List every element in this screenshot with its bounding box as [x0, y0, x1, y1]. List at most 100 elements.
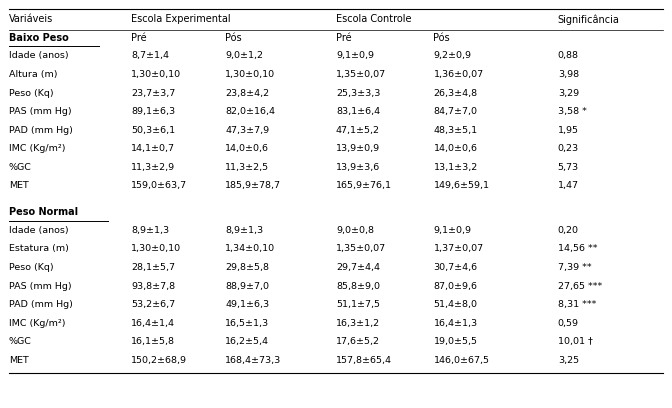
Text: 1,35±0,07: 1,35±0,07	[336, 244, 386, 253]
Text: 47,3±7,9: 47,3±7,9	[225, 126, 269, 135]
Text: 1,30±0,10: 1,30±0,10	[131, 244, 181, 253]
Text: 29,8±5,8: 29,8±5,8	[225, 263, 269, 272]
Text: IMC (Kg/m²): IMC (Kg/m²)	[9, 319, 65, 328]
Text: Idade (anos): Idade (anos)	[9, 51, 69, 60]
Text: 157,8±65,4: 157,8±65,4	[336, 356, 392, 365]
Text: 8,31 ***: 8,31 ***	[558, 300, 596, 309]
Text: 13,9±3,6: 13,9±3,6	[336, 163, 380, 172]
Text: 8,7±1,4: 8,7±1,4	[131, 51, 169, 60]
Text: 48,3±5,1: 48,3±5,1	[433, 126, 478, 135]
Text: 0,59: 0,59	[558, 319, 579, 328]
Text: Idade (anos): Idade (anos)	[9, 226, 69, 235]
Text: 9,1±0,9: 9,1±0,9	[336, 51, 374, 60]
Text: 1,34±0,10: 1,34±0,10	[225, 244, 276, 253]
Text: 14,56 **: 14,56 **	[558, 244, 597, 253]
Text: 7,39 **: 7,39 **	[558, 263, 591, 272]
Text: 16,3±1,2: 16,3±1,2	[336, 319, 380, 328]
Text: Pós: Pós	[433, 33, 450, 43]
Text: Pré: Pré	[131, 33, 146, 43]
Text: 16,1±5,8: 16,1±5,8	[131, 337, 175, 346]
Text: PAS (mm Hg): PAS (mm Hg)	[9, 107, 71, 116]
Text: 84,7±7,0: 84,7±7,0	[433, 107, 477, 116]
Text: 165,9±76,1: 165,9±76,1	[336, 181, 392, 191]
Text: 53,2±6,7: 53,2±6,7	[131, 300, 175, 309]
Text: Estatura (m): Estatura (m)	[9, 244, 69, 253]
Text: 146,0±67,5: 146,0±67,5	[433, 356, 489, 365]
Text: Peso Normal: Peso Normal	[9, 207, 78, 217]
Text: MET: MET	[9, 181, 28, 191]
Text: 9,1±0,9: 9,1±0,9	[433, 226, 472, 235]
Text: 29,7±4,4: 29,7±4,4	[336, 263, 380, 272]
Text: 1,30±0,10: 1,30±0,10	[225, 70, 276, 79]
Text: MET: MET	[9, 356, 28, 365]
Text: 149,6±59,1: 149,6±59,1	[433, 181, 489, 191]
Text: 16,5±1,3: 16,5±1,3	[225, 319, 269, 328]
Text: 13,1±3,2: 13,1±3,2	[433, 163, 478, 172]
Text: 83,1±6,4: 83,1±6,4	[336, 107, 380, 116]
Text: 26,3±4,8: 26,3±4,8	[433, 89, 478, 98]
Text: 0,20: 0,20	[558, 226, 579, 235]
Text: %GC: %GC	[9, 163, 32, 172]
Text: Pré: Pré	[336, 33, 351, 43]
Text: PAD (mm Hg): PAD (mm Hg)	[9, 300, 73, 309]
Text: Significância: Significância	[558, 14, 620, 25]
Text: 8,9±1,3: 8,9±1,3	[131, 226, 169, 235]
Text: 1,47: 1,47	[558, 181, 579, 191]
Text: %GC: %GC	[9, 337, 32, 346]
Text: 50,3±6,1: 50,3±6,1	[131, 126, 175, 135]
Text: 1,37±0,07: 1,37±0,07	[433, 244, 484, 253]
Text: 10,01 †: 10,01 †	[558, 337, 593, 346]
Text: Variáveis: Variáveis	[9, 14, 53, 24]
Text: 23,7±3,7: 23,7±3,7	[131, 89, 175, 98]
Text: 3,25: 3,25	[558, 356, 579, 365]
Text: 85,8±9,0: 85,8±9,0	[336, 282, 380, 290]
Text: 8,9±1,3: 8,9±1,3	[225, 226, 263, 235]
Text: 16,4±1,3: 16,4±1,3	[433, 319, 478, 328]
Text: 159,0±63,7: 159,0±63,7	[131, 181, 187, 191]
Text: PAD (mm Hg): PAD (mm Hg)	[9, 126, 73, 135]
Text: 47,1±5,2: 47,1±5,2	[336, 126, 380, 135]
Text: Escola Controle: Escola Controle	[336, 14, 411, 24]
Text: 0,23: 0,23	[558, 144, 579, 153]
Text: 51,4±8,0: 51,4±8,0	[433, 300, 477, 309]
Text: 3,29: 3,29	[558, 89, 579, 98]
Text: 49,1±6,3: 49,1±6,3	[225, 300, 269, 309]
Text: 150,2±68,9: 150,2±68,9	[131, 356, 187, 365]
Text: 11,3±2,5: 11,3±2,5	[225, 163, 269, 172]
Text: 14,0±0,6: 14,0±0,6	[433, 144, 477, 153]
Text: 13,9±0,9: 13,9±0,9	[336, 144, 380, 153]
Text: 185,9±78,7: 185,9±78,7	[225, 181, 281, 191]
Text: 11,3±2,9: 11,3±2,9	[131, 163, 175, 172]
Text: 9,0±0,8: 9,0±0,8	[336, 226, 374, 235]
Text: Altura (m): Altura (m)	[9, 70, 57, 79]
Text: 1,35±0,07: 1,35±0,07	[336, 70, 386, 79]
Text: 87,0±9,6: 87,0±9,6	[433, 282, 477, 290]
Text: 9,2±0,9: 9,2±0,9	[433, 51, 472, 60]
Text: 19,0±5,5: 19,0±5,5	[433, 337, 477, 346]
Text: Peso (Kq): Peso (Kq)	[9, 89, 53, 98]
Text: 82,0±16,4: 82,0±16,4	[225, 107, 275, 116]
Text: 1,30±0,10: 1,30±0,10	[131, 70, 181, 79]
Text: 30,7±4,6: 30,7±4,6	[433, 263, 478, 272]
Text: 28,1±5,7: 28,1±5,7	[131, 263, 175, 272]
Text: 88,9±7,0: 88,9±7,0	[225, 282, 269, 290]
Text: PAS (mm Hg): PAS (mm Hg)	[9, 282, 71, 290]
Text: 9,0±1,2: 9,0±1,2	[225, 51, 263, 60]
Text: 16,2±5,4: 16,2±5,4	[225, 337, 269, 346]
Text: 0,88: 0,88	[558, 51, 579, 60]
Text: 51,1±7,5: 51,1±7,5	[336, 300, 380, 309]
Text: 1,95: 1,95	[558, 126, 579, 135]
Text: Baixo Peso: Baixo Peso	[9, 33, 69, 43]
Text: 14,1±0,7: 14,1±0,7	[131, 144, 175, 153]
Text: 93,8±7,8: 93,8±7,8	[131, 282, 175, 290]
Text: 89,1±6,3: 89,1±6,3	[131, 107, 175, 116]
Text: 3,98: 3,98	[558, 70, 579, 79]
Text: Escola Experimental: Escola Experimental	[131, 14, 230, 24]
Text: 16,4±1,4: 16,4±1,4	[131, 319, 175, 328]
Text: 27,65 ***: 27,65 ***	[558, 282, 602, 290]
Text: 17,6±5,2: 17,6±5,2	[336, 337, 380, 346]
Text: 25,3±3,3: 25,3±3,3	[336, 89, 380, 98]
Text: 1,36±0,07: 1,36±0,07	[433, 70, 484, 79]
Text: 168,4±73,3: 168,4±73,3	[225, 356, 282, 365]
Text: 5,73: 5,73	[558, 163, 579, 172]
